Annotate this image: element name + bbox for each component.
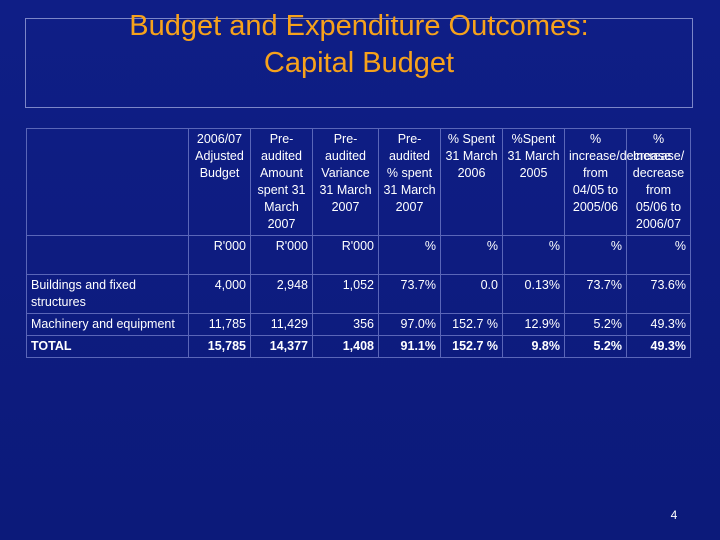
value-cell: 73.7% xyxy=(378,274,441,314)
value-cell: 356 xyxy=(312,313,379,336)
title-line-2: Capital Budget xyxy=(263,47,455,79)
value-cell: 5.2% xyxy=(564,335,627,358)
header-blank xyxy=(26,128,189,236)
title-box xyxy=(25,18,693,108)
unit-cell: R'000 xyxy=(250,235,313,275)
header-cell: 2006/07 Adjusted Budget xyxy=(188,128,251,236)
unit-cell: % xyxy=(564,235,627,275)
value-cell: 0.0 xyxy=(440,274,503,314)
value-cell: 11,785 xyxy=(188,313,251,336)
total-row: TOTAL 15,785 14,377 1,408 91.1% 152.7 % … xyxy=(26,335,691,358)
table-row: Machinery and equipment 11,785 11,429 35… xyxy=(26,313,691,336)
header-row: 2006/07 Adjusted Budget Pre-audited Amou… xyxy=(26,128,691,236)
row-label: TOTAL xyxy=(26,335,189,358)
unit-cell: % xyxy=(378,235,441,275)
header-cell: % Increase/ decrease from 05/06 to 2006/… xyxy=(626,128,691,236)
unit-cell: R'000 xyxy=(188,235,251,275)
units-blank xyxy=(26,235,189,275)
value-cell: 11,429 xyxy=(250,313,313,336)
capital-budget-table: 2006/07 Adjusted Budget Pre-audited Amou… xyxy=(26,128,691,358)
header-cell: Pre-audited Amount spent 31 March 2007 xyxy=(250,128,313,236)
value-cell: 0.13% xyxy=(502,274,565,314)
unit-cell: % xyxy=(626,235,691,275)
value-cell: 97.0% xyxy=(378,313,441,336)
header-cell: % Spent 31 March 2006 xyxy=(440,128,503,236)
value-cell: 152.7 % xyxy=(440,335,503,358)
units-row: R'000 R'000 R'000 % % % % % xyxy=(26,235,691,275)
value-cell: 2,948 xyxy=(250,274,313,314)
header-cell: %Spent 31 March 2005 xyxy=(502,128,565,236)
unit-cell: % xyxy=(502,235,565,275)
value-cell: 4,000 xyxy=(188,274,251,314)
table-row: Buildings and fixed structures 4,000 2,9… xyxy=(26,274,691,314)
header-cell: Pre-audited Variance 31 March 2007 xyxy=(312,128,379,236)
header-cell: % increase/decrease from 04/05 to 2005/0… xyxy=(564,128,671,236)
value-cell: 91.1% xyxy=(378,335,441,358)
title-line-1: Budget and Expenditure Outcomes: xyxy=(129,10,589,42)
page-number: 4 xyxy=(670,508,678,522)
value-cell: 49.3% xyxy=(626,335,691,358)
value-cell: 49.3% xyxy=(626,313,691,336)
value-cell: 152.7 % xyxy=(440,313,503,336)
value-cell: 14,377 xyxy=(250,335,313,358)
row-label: Buildings and fixed structures xyxy=(26,274,189,314)
slide-title: Budget and Expenditure Outcomes: Capital… xyxy=(25,8,693,82)
value-cell: 5.2% xyxy=(564,313,627,336)
value-cell: 73.7% xyxy=(564,274,627,314)
value-cell: 1,408 xyxy=(312,335,379,358)
value-cell: 9.8% xyxy=(502,335,565,358)
unit-cell: R'000 xyxy=(312,235,379,275)
unit-cell: % xyxy=(440,235,503,275)
value-cell: 12.9% xyxy=(502,313,565,336)
value-cell: 1,052 xyxy=(312,274,379,314)
header-cell: Pre-audited % spent 31 March 2007 xyxy=(378,128,441,236)
row-label: Machinery and equipment xyxy=(26,313,189,336)
value-cell: 73.6% xyxy=(626,274,691,314)
value-cell: 15,785 xyxy=(188,335,251,358)
